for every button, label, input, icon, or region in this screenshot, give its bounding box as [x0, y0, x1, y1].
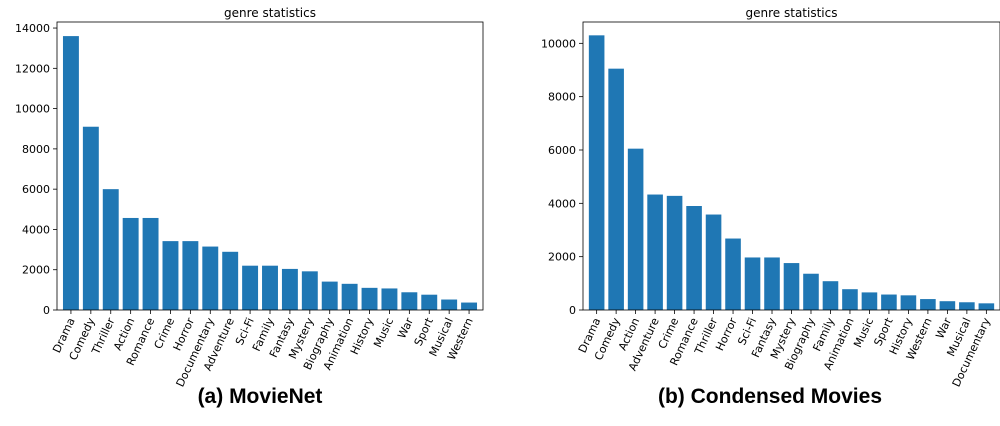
caption-movienet: (a) MovieNet — [197, 385, 323, 408]
bar-adventure — [647, 194, 663, 310]
y-tick-label: 12000 — [15, 62, 50, 75]
bar-family — [262, 265, 278, 310]
bar-comedy — [82, 126, 99, 311]
y-tick-label: 6000 — [548, 144, 576, 157]
bar-war — [939, 301, 956, 310]
bar-biography — [321, 281, 338, 310]
bar-war — [401, 292, 418, 310]
bar-crime — [162, 241, 179, 310]
bar-thriller — [102, 189, 119, 310]
chart-panel-movienet: genre statistics 0 2000 4000 6000 8000 10000 12… — [15, 6, 484, 408]
bar-western — [461, 302, 478, 310]
bar-sport — [421, 294, 438, 310]
chart-title: genre statistics — [746, 6, 838, 20]
bar-drama — [588, 35, 605, 310]
bar-family — [822, 281, 839, 310]
bar-chart-movienet: genre statistics 0 2000 4000 6000 8000 10000 12… — [15, 6, 484, 389]
y-tick-label: 10000 — [541, 37, 576, 50]
bar-romance — [686, 206, 702, 310]
bar-mystery — [783, 263, 800, 310]
bar-animation — [341, 283, 358, 310]
bar-documentary — [978, 303, 995, 310]
bar-animation — [842, 289, 858, 310]
y-tick-label: 10000 — [15, 103, 50, 116]
y-tick-label: 0 — [569, 304, 576, 317]
bar-musical — [441, 299, 458, 310]
bar-action — [122, 217, 139, 310]
bar-fantasy — [281, 268, 298, 310]
bar-biography — [803, 273, 819, 310]
bar-horror — [182, 241, 199, 310]
bar-mystery — [301, 271, 318, 310]
bar-chart-condensed-movies: genre statistics0200040006000800010000Dr… — [541, 6, 1000, 389]
bar-romance — [142, 217, 159, 310]
bar-adventure — [222, 251, 239, 310]
bar-musical — [959, 302, 975, 310]
y-tick-label: 8000 — [22, 143, 50, 156]
bar-sci-fi — [744, 257, 761, 310]
bar-sci-fi — [242, 265, 259, 310]
bar-documentary — [202, 246, 219, 310]
bar-fantasy — [764, 257, 780, 310]
y-tick-label: 2000 — [548, 251, 576, 264]
bar-crime — [666, 195, 683, 310]
bar-history — [361, 287, 378, 310]
bar-thriller — [705, 214, 722, 310]
chart-title: genre statistics — [224, 6, 316, 20]
x-tick-label: War — [395, 315, 416, 340]
bar-comedy — [608, 68, 624, 311]
y-tick-label: 4000 — [22, 223, 50, 236]
y-tick-label: 2000 — [22, 264, 50, 277]
chart-panel-condensed-movies: genre statistics 0 2000 4000 6000 8000 10000 Dr… — [500, 0, 1000, 426]
bar-horror — [725, 238, 741, 310]
bar-history — [900, 295, 917, 310]
bar-drama — [62, 36, 79, 310]
caption-condensed-movies: (b) Condensed Movies — [657, 385, 883, 408]
y-tick-label: 4000 — [548, 197, 576, 210]
bar-music — [381, 288, 398, 310]
y-tick-label: 14000 — [15, 22, 50, 35]
bar-western — [920, 299, 936, 310]
y-tick-label: 8000 — [548, 91, 576, 104]
y-tick-label: 6000 — [22, 183, 50, 196]
bar-action — [627, 148, 644, 310]
y-tick-label: 0 — [43, 304, 50, 317]
bar-sport — [881, 294, 897, 310]
bar-music — [861, 292, 878, 310]
